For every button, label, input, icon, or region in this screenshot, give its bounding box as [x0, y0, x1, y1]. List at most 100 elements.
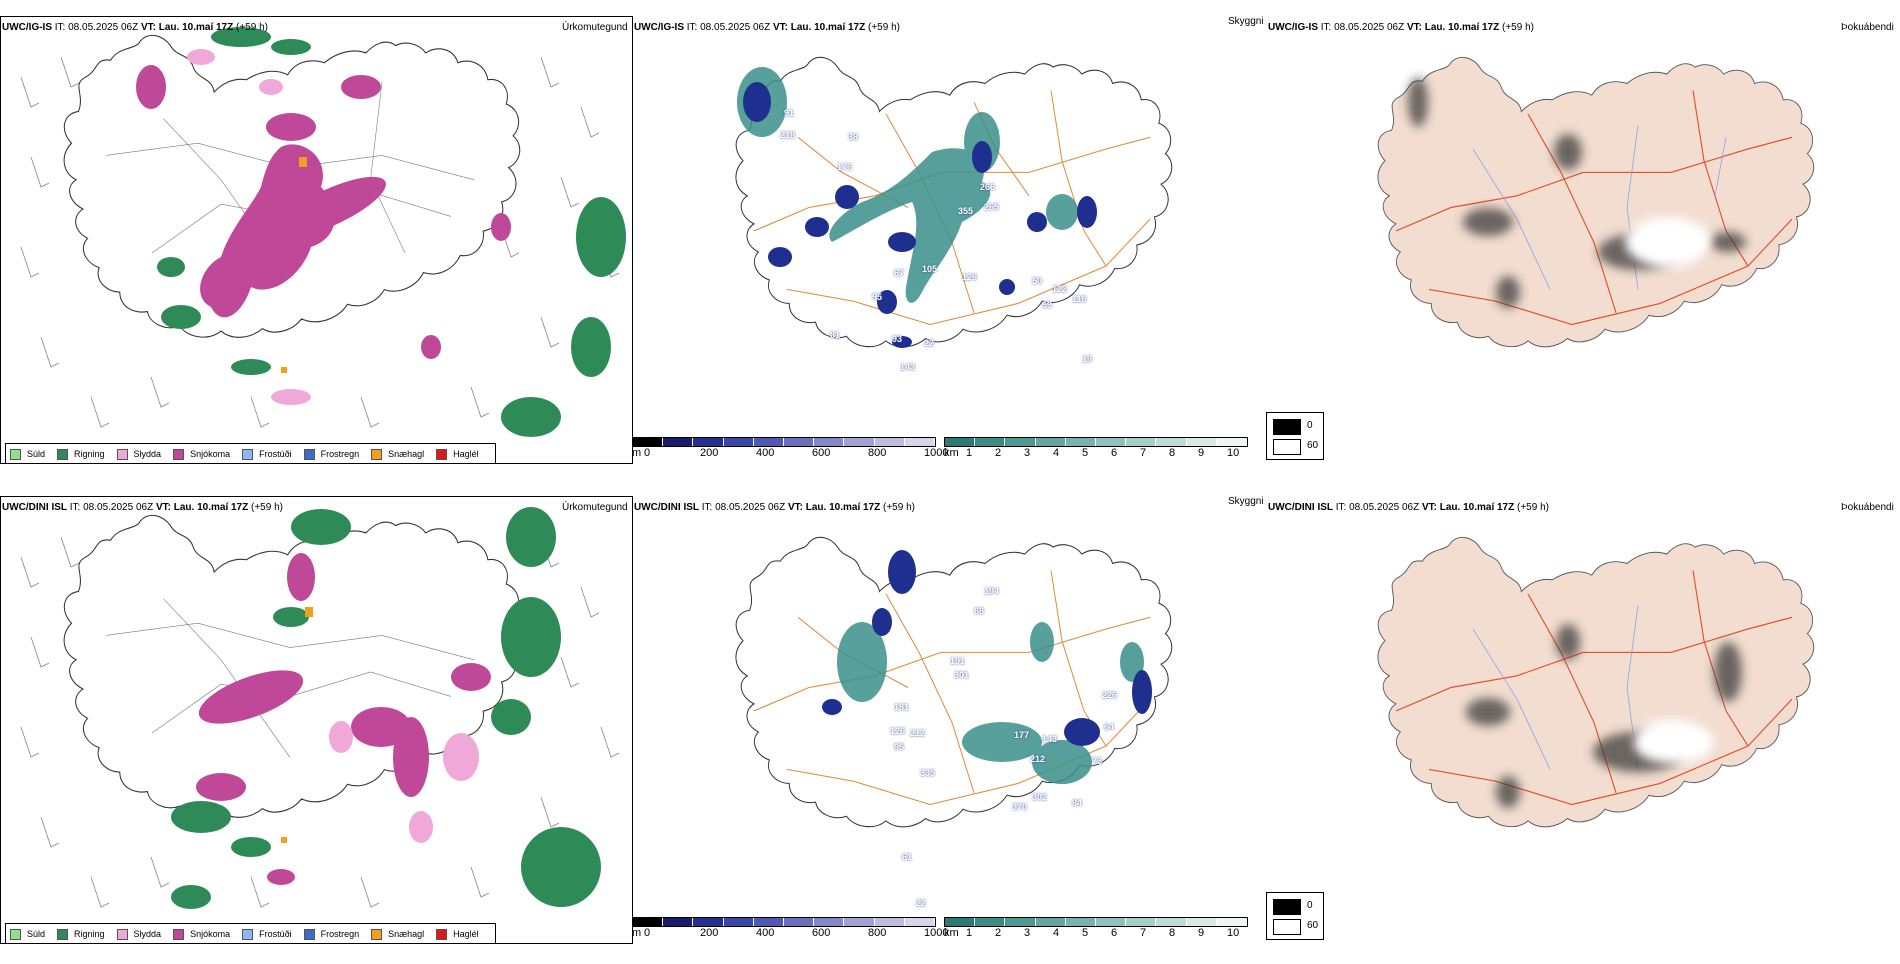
ceiling-tick: 1000: [924, 447, 949, 459]
row-dini-isl: Súld Rigning Slydda Snjókoma Frostúði Frostre…: [0, 494, 1900, 964]
legend-label: Haglél: [453, 449, 479, 459]
ceiling-value-label: 38: [848, 132, 859, 142]
legend-label: Slydda: [133, 929, 162, 939]
legend-swatch: [57, 448, 69, 460]
ceiling-value-label: 84: [1072, 798, 1083, 808]
colorbar-segment: [1096, 438, 1127, 446]
row-ig-is: Súld Rigning Slydda Snjókoma Frostúði Frostre…: [0, 14, 1900, 484]
ceiling-map-2[interactable]: [662, 512, 1262, 892]
colorbar-segment: [945, 438, 976, 446]
fog-map-2[interactable]: [1308, 512, 1888, 892]
legend-item: Snjókoma: [173, 448, 230, 460]
header-dini: UWC/DINI ISL IT: 08.05.2025 06Z VT: Lau.…: [2, 502, 283, 513]
ceiling-value-label: 95: [872, 292, 883, 302]
visibility-tick: 1: [966, 447, 973, 459]
legend-label: Haglél: [453, 929, 479, 939]
precip-type-title-2: Úrkomutegund: [562, 502, 628, 513]
ceiling-title: Skyggni: [1228, 16, 1264, 27]
legend-item: Snjókoma: [173, 928, 231, 940]
fog-map[interactable]: [1308, 32, 1888, 412]
sleet-areas: [187, 49, 311, 405]
fog-legend-2: 0 60: [1266, 892, 1324, 940]
low-ceiling-areas: [743, 82, 1097, 348]
colorbar-segment: [1035, 918, 1066, 926]
ceiling-title-2: Skyggni: [1228, 496, 1264, 507]
ceiling-tick: 600: [812, 927, 831, 939]
legend-label: Snæhagl: [388, 449, 425, 459]
visibility-tick: 6: [1111, 447, 1118, 459]
legend-label: Snjókoma: [190, 929, 231, 939]
legend-label: Rigning: [74, 449, 105, 459]
colorbar-segment: [945, 918, 976, 926]
visibility-tick: 5: [1082, 927, 1089, 939]
visibility-tick: 9: [1198, 447, 1205, 459]
visibility-unit-2: km: [944, 927, 959, 939]
ceiling-value-label: 176: [837, 162, 853, 172]
colorbar-segment: [723, 438, 754, 446]
colorbar-segment: [693, 918, 724, 926]
precip-type-map-svg: [20, 27, 626, 437]
legend-item: Frostúði: [242, 928, 292, 940]
ceiling-value-label: 177: [1014, 730, 1030, 740]
colorbar-segment: [1005, 438, 1036, 446]
ceiling-colorbar-2: [632, 917, 936, 927]
legend-item: Frostregn: [303, 448, 359, 460]
ceiling-value-label: 105: [922, 264, 938, 274]
visibility-tick: 6: [1111, 927, 1118, 939]
legend-item: Súld: [10, 448, 45, 460]
ceiling-value-label: 181: [894, 702, 910, 712]
colorbar-segment: [904, 438, 936, 446]
legend-swatch: [303, 928, 315, 940]
visibility-tick: 4: [1053, 927, 1060, 939]
ceiling-value-label: 95: [894, 742, 905, 752]
legend-item: Slydda: [116, 928, 162, 940]
colorbar-segment: [1216, 918, 1248, 926]
header-ig-is-2: UWC/IG-IS IT: 08.05.2025 06Z VT: Lau. 10…: [634, 22, 900, 33]
ceiling-colorbar: [632, 437, 936, 447]
ceiling-value-label: 126: [962, 272, 978, 282]
legend-swatch: [116, 928, 128, 940]
colorbar-segment: [874, 438, 905, 446]
legend-item: Rigning: [57, 448, 105, 460]
precip-type-map-2[interactable]: Súld Rigning Slydda Snjókoma Frostúði Frostre…: [0, 496, 633, 944]
ceiling-tick: 600: [812, 447, 831, 459]
ceiling-unit-2: m: [632, 927, 642, 939]
colorbar-segment: [904, 918, 936, 926]
legend-swatch: [303, 448, 315, 460]
legend-label: Frostúði: [259, 929, 292, 939]
colorbar-segment: [1216, 438, 1248, 446]
colorbar-segment: [1156, 918, 1187, 926]
colorbar-segment: [1186, 918, 1217, 926]
precip-legend: Súld Rigning Slydda Snjókoma Frostúði Frostre…: [5, 443, 496, 463]
ceiling-value-label: 266: [980, 182, 996, 192]
fog-legend: 0 60: [1266, 412, 1324, 460]
colorbar-segment: [1065, 918, 1097, 926]
ceiling-value-label: 301: [954, 670, 970, 680]
colorbar-segment: [663, 438, 694, 446]
ceiling-value-label: 191: [950, 656, 966, 666]
header-ig-is: UWC/IG-IS IT: 08.05.2025 06Z VT: Lau. 10…: [2, 22, 268, 33]
precip-type-panel-2: Súld Rigning Slydda Snjókoma Frostúði Frostre…: [0, 494, 635, 964]
colorbar-segment: [723, 918, 754, 926]
legend-swatch: [173, 928, 185, 940]
ceiling-value-label: 61: [902, 852, 913, 862]
ceiling-value-label: 91: [784, 108, 795, 118]
colorbar-segment: [975, 918, 1006, 926]
colorbar-segment: [693, 438, 724, 446]
legend-label: Slydda: [133, 449, 162, 459]
colorbar-segment: [663, 918, 694, 926]
visibility-tick: 3: [1024, 927, 1031, 939]
colorbar-segment: [784, 438, 815, 446]
legend-swatch: [436, 928, 448, 940]
ceiling-tick: 800: [868, 927, 887, 939]
legend-item: Haglél: [436, 448, 479, 460]
legend-swatch: [57, 928, 69, 940]
ceiling-tick: 400: [756, 927, 775, 939]
legend-swatch: [173, 448, 185, 460]
ceiling-map[interactable]: [662, 32, 1262, 412]
rain-areas: [157, 27, 626, 437]
snow-areas: [136, 65, 511, 359]
precip-type-map[interactable]: Súld Rigning Slydda Snjókoma Frostúði Frostre…: [0, 16, 633, 464]
ceiling-value-label: 122: [1052, 284, 1068, 294]
colorbar-segment: [844, 438, 875, 446]
